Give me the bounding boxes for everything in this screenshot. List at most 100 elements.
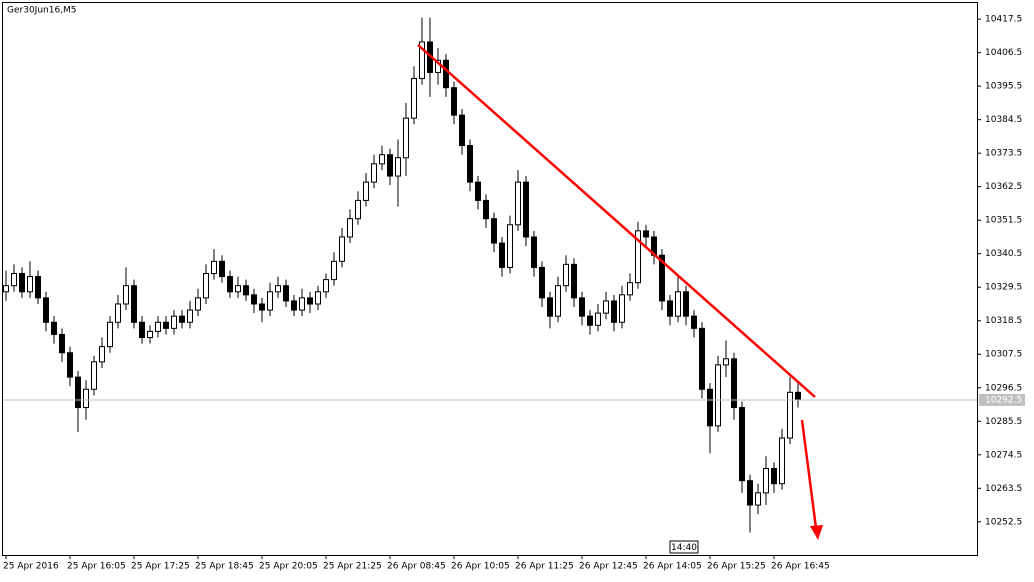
candle-body [275, 285, 281, 293]
x-tick-label: 25 Apr 17:25 [131, 562, 190, 572]
x-tick-label: 26 Apr 15:25 [707, 562, 766, 572]
y-tick-label: 10285.5 [985, 417, 1022, 427]
candle-body [43, 297, 49, 323]
candle-body [547, 297, 553, 317]
x-tick-label: 26 Apr 14:05 [643, 562, 702, 572]
candle-body [299, 297, 305, 311]
candle-body [443, 59, 449, 89]
candle-body [771, 467, 777, 485]
candle-body [699, 327, 705, 390]
candle-body [531, 236, 537, 268]
candle-body [787, 391, 793, 439]
y-tick-label: 10318.5 [985, 316, 1022, 326]
candle-body [171, 315, 177, 329]
candle-body [99, 346, 105, 363]
current-price-label: 10292.5 [985, 395, 1022, 405]
y-tick-label: 10384.5 [985, 115, 1022, 125]
candle-body [563, 263, 569, 287]
x-tick-label: 25 Apr 20:05 [259, 562, 318, 572]
marks [3, 17, 801, 533]
candle-body [515, 181, 521, 226]
candle-body [19, 273, 25, 293]
candle-body [723, 358, 729, 366]
candle-body [35, 276, 41, 299]
y-tick-label: 10296.5 [985, 383, 1022, 393]
candle-body [523, 181, 529, 238]
candle-body [363, 181, 369, 201]
candle-body [467, 145, 473, 183]
candle-body [603, 300, 609, 314]
candle-body [587, 315, 593, 326]
candle-body [83, 388, 89, 409]
candle-body [115, 303, 121, 323]
candle-body [307, 297, 313, 305]
candle-body [291, 300, 297, 311]
candle-body [251, 294, 257, 305]
candle-body [355, 199, 361, 220]
candle-body [779, 437, 785, 485]
y-tick-label: 10340.5 [985, 249, 1022, 259]
y-tick-label: 10362.5 [985, 182, 1022, 192]
candle-body [579, 297, 585, 317]
candle-body [195, 297, 201, 311]
candle-body [451, 87, 457, 116]
candle-body [315, 291, 321, 305]
x-tick-label: 26 Apr 12:45 [579, 562, 638, 572]
candle-body [707, 388, 713, 427]
candle-body [51, 321, 57, 335]
arrow-shaft [800, 419, 818, 529]
candle-body [123, 285, 129, 305]
candle-body [419, 41, 425, 80]
candle-body [331, 260, 337, 281]
candle-body [395, 157, 401, 177]
candle-body [211, 260, 217, 275]
candle-body [627, 282, 633, 296]
x-tick-label: 26 Apr 16:45 [771, 562, 830, 572]
y-tick-label: 10351.5 [985, 216, 1022, 226]
candle-body [403, 117, 409, 159]
y-tick-label: 10307.5 [985, 350, 1022, 360]
x-tick-label: 25 Apr 21:25 [323, 562, 382, 572]
candle-body [491, 218, 497, 244]
candle-body [283, 285, 289, 302]
candle-body [483, 199, 489, 220]
candle-body [595, 312, 601, 326]
candle-body [747, 480, 753, 506]
candle-body [203, 273, 209, 299]
candle-body [27, 276, 33, 293]
candle-body [379, 154, 385, 165]
y-tick-label: 10252.5 [985, 517, 1022, 527]
candle-body [75, 376, 81, 409]
candle-body [459, 114, 465, 147]
y-tick-label: 10406.5 [985, 48, 1022, 58]
candle-body [763, 467, 769, 494]
candle-body [59, 333, 65, 354]
time-marker: 14:40 [671, 543, 697, 553]
candle-body [155, 321, 161, 332]
x-tick-label: 25 Apr 16:05 [67, 562, 126, 572]
candle-body [795, 391, 801, 401]
candle-body [555, 285, 561, 317]
candle-body [411, 78, 417, 119]
candle-body [499, 242, 505, 268]
candle-body [139, 321, 145, 338]
candle-body [675, 291, 681, 317]
candle-body [147, 330, 153, 338]
candle-body [539, 266, 545, 299]
candle-body [235, 285, 241, 293]
x-tick-label: 25 Apr 2016 [3, 562, 59, 572]
y-tick-label: 10329.5 [985, 283, 1022, 293]
candle-body [571, 263, 577, 299]
current-price-box [979, 393, 1025, 406]
y-tick-label: 10263.5 [985, 484, 1022, 494]
candle-body [619, 294, 625, 323]
candle-body [3, 285, 9, 293]
y-tick-label: 10373.5 [985, 149, 1022, 159]
candle-body [347, 218, 353, 238]
candle-body [739, 407, 745, 482]
x-tick-label: 26 Apr 10:05 [451, 562, 510, 572]
y-tick-label: 10417.5 [985, 15, 1022, 25]
candle-body [107, 321, 113, 348]
chart-title: Ger30Jun16,M5 [7, 6, 77, 16]
